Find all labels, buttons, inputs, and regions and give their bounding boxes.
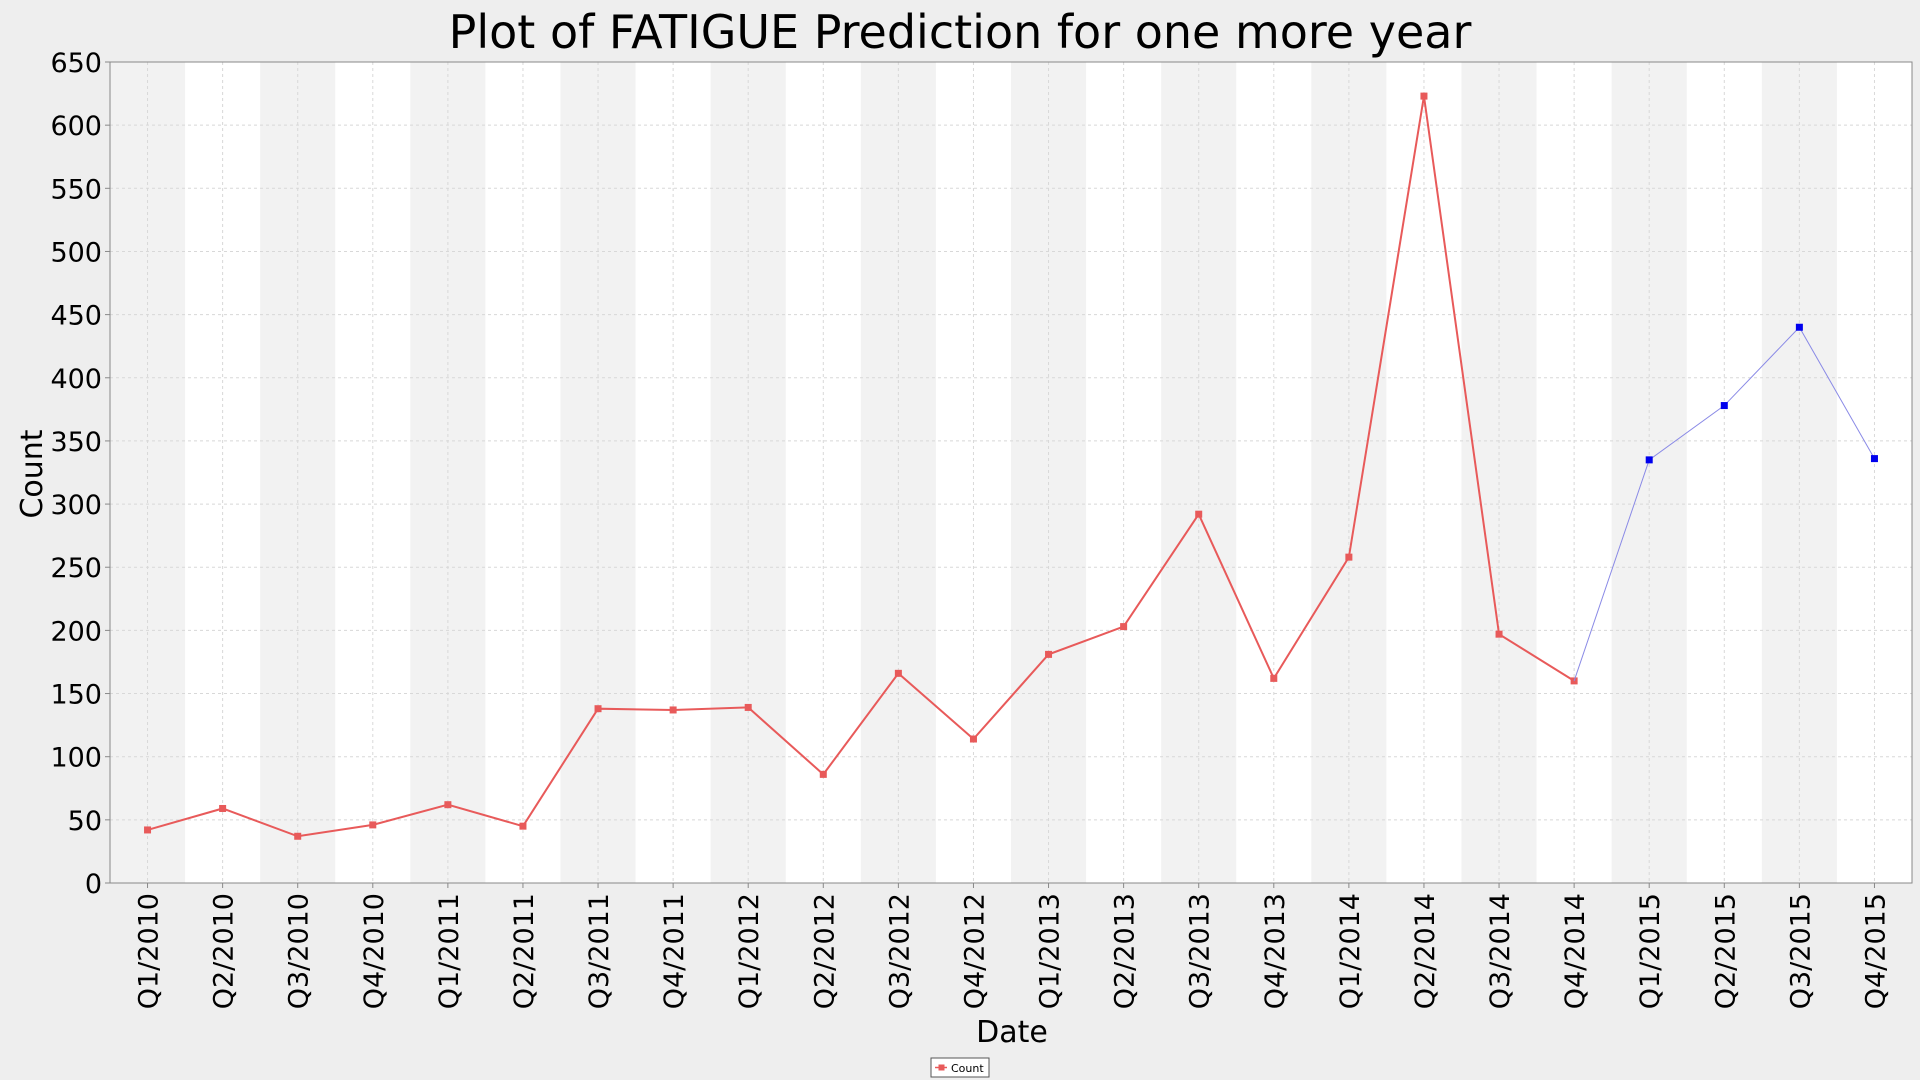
legend-marker-swatch (938, 1064, 945, 1071)
chart-title: Plot of FATIGUE Prediction for one more … (449, 5, 1472, 59)
data-point (1195, 510, 1203, 518)
x-tick-label: Q2/2010 (209, 893, 240, 1009)
x-tick-label: Q2/2013 (1110, 893, 1141, 1009)
series-line-0 (147, 95, 1575, 838)
data-point (1870, 455, 1878, 463)
y-tick-label: 200 (50, 616, 102, 647)
x-tick-label: Q3/2013 (1185, 893, 1216, 1009)
legend-entry-count: Count (951, 1062, 984, 1075)
data-point (1645, 456, 1653, 464)
y-tick-label: 350 (50, 427, 102, 458)
legend-box (930, 1057, 990, 1078)
x-tick-label: Q4/2011 (659, 893, 690, 1009)
x-tick-label: Q1/2012 (734, 893, 765, 1009)
x-tick-label: Q2/2011 (509, 893, 540, 1009)
x-tick-label: Q2/2012 (809, 893, 840, 1009)
y-axis-title: Count (15, 429, 50, 518)
y-tick-label: 300 (50, 490, 102, 521)
x-tick-label: Q2/2014 (1410, 893, 1441, 1009)
x-tick-label: Q2/2015 (1710, 893, 1741, 1009)
data-point (1045, 650, 1053, 658)
x-tick-label: Q4/2015 (1860, 893, 1891, 1009)
data-point (444, 801, 452, 809)
y-tick-label: 450 (50, 301, 102, 332)
data-point (1120, 623, 1128, 631)
data-point (669, 706, 677, 714)
data-point (744, 703, 752, 711)
data-point (519, 822, 527, 830)
y-tick-label: 0 (85, 869, 102, 900)
y-tick-label: 150 (50, 680, 102, 711)
data-point (1345, 553, 1353, 561)
data-point (969, 735, 977, 743)
x-tick-label: Q1/2013 (1035, 893, 1066, 1009)
x-tick-label: Q4/2012 (959, 893, 990, 1009)
data-point (819, 770, 827, 778)
data-point (594, 705, 602, 713)
x-tick-label: Q4/2014 (1560, 893, 1591, 1009)
y-tick-label: 100 (50, 743, 102, 774)
y-tick-label: 250 (50, 553, 102, 584)
data-point (894, 669, 902, 677)
data-point (294, 832, 302, 840)
y-tick-label: 600 (50, 111, 102, 142)
data-point (1795, 323, 1803, 331)
x-tick-label: Q3/2011 (584, 893, 615, 1009)
data-point (1270, 674, 1278, 682)
x-tick-label: Q1/2015 (1635, 893, 1666, 1009)
x-tick-label: Q4/2010 (359, 893, 390, 1009)
x-tick-label: Q1/2010 (134, 893, 165, 1009)
legend: Count (930, 1057, 990, 1078)
y-tick-label: 500 (50, 237, 102, 268)
x-tick-label: Q1/2011 (434, 893, 465, 1009)
x-tick-label: Q3/2014 (1485, 893, 1516, 1009)
y-tick-label: 50 (68, 806, 102, 837)
x-tick-label: Q3/2015 (1785, 893, 1816, 1009)
data-point (1720, 402, 1728, 410)
y-tick-label: 650 (50, 48, 102, 79)
data-point (1420, 92, 1428, 100)
data-point (1495, 630, 1503, 638)
data-point (369, 821, 377, 829)
plot-area: 0 50 100 150 200 250 300 350 400 450 500 550 600 650 Q… (50, 48, 1913, 1009)
x-tick-label: Q3/2010 (284, 893, 315, 1009)
x-tick-label: Q4/2013 (1260, 893, 1291, 1009)
x-tick-label: Q1/2014 (1335, 893, 1366, 1009)
x-tick-label: Q3/2012 (884, 893, 915, 1009)
y-tick-label: 550 (50, 174, 102, 205)
y-tick-label: 400 (50, 364, 102, 395)
data-point (219, 804, 227, 812)
plot-border (109, 61, 1913, 884)
x-axis-title: Date (976, 1015, 1048, 1050)
data-point (144, 826, 152, 834)
